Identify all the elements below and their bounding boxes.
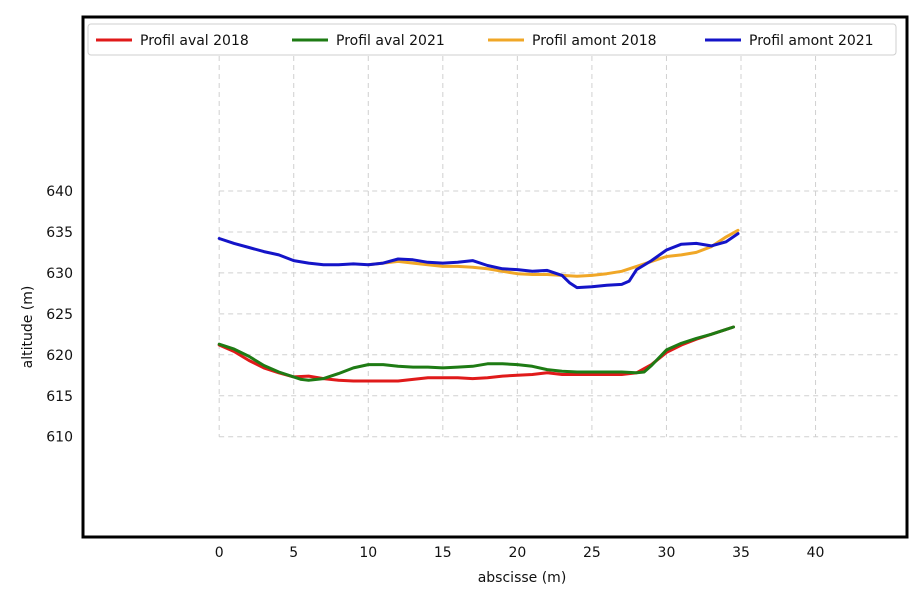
y-tick-label: 630 (46, 266, 73, 282)
x-tick-label: 35 (732, 545, 750, 561)
legend-label: Profil aval 2018 (140, 33, 249, 49)
x-tick-label: 25 (583, 545, 601, 561)
x-tick-label: 10 (359, 545, 377, 561)
x-tick-label: 40 (807, 545, 825, 561)
y-axis-label: altitude (m) (20, 286, 36, 369)
series-group (217, 228, 740, 383)
plot-frame (81, 15, 909, 539)
tick-labels: 0 5 10 15 20 25 30 35 40 610 615 620 625 630 635 640 (46, 184, 824, 561)
x-tick-label: 0 (215, 545, 224, 561)
legend-items: Profil aval 2018 Profil aval 2021 Profil a… (96, 33, 874, 49)
legend-label: Profil amont 2021 (749, 33, 874, 49)
y-tick-label: 640 (46, 184, 73, 200)
series-line (217, 325, 735, 382)
grid (218, 56, 898, 438)
legend-label: Profil aval 2021 (336, 33, 445, 49)
x-tick-label: 5 (289, 545, 298, 561)
x-axis-label: abscisse (m) (478, 570, 567, 586)
y-tick-label: 625 (46, 307, 73, 323)
x-tick-label: 30 (658, 545, 676, 561)
y-tick-label: 635 (46, 225, 73, 241)
x-tick-label: 15 (434, 545, 452, 561)
series-line (217, 232, 740, 290)
x-tick-label: 20 (508, 545, 526, 561)
legend-label: Profil amont 2018 (532, 33, 657, 49)
y-tick-label: 610 (46, 430, 73, 446)
legend: Profil aval 2018 Profil aval 2021 Profil a… (87, 23, 897, 56)
y-tick-label: 620 (46, 348, 73, 364)
y-tick-label: 615 (46, 389, 73, 405)
series-line (366, 228, 740, 278)
